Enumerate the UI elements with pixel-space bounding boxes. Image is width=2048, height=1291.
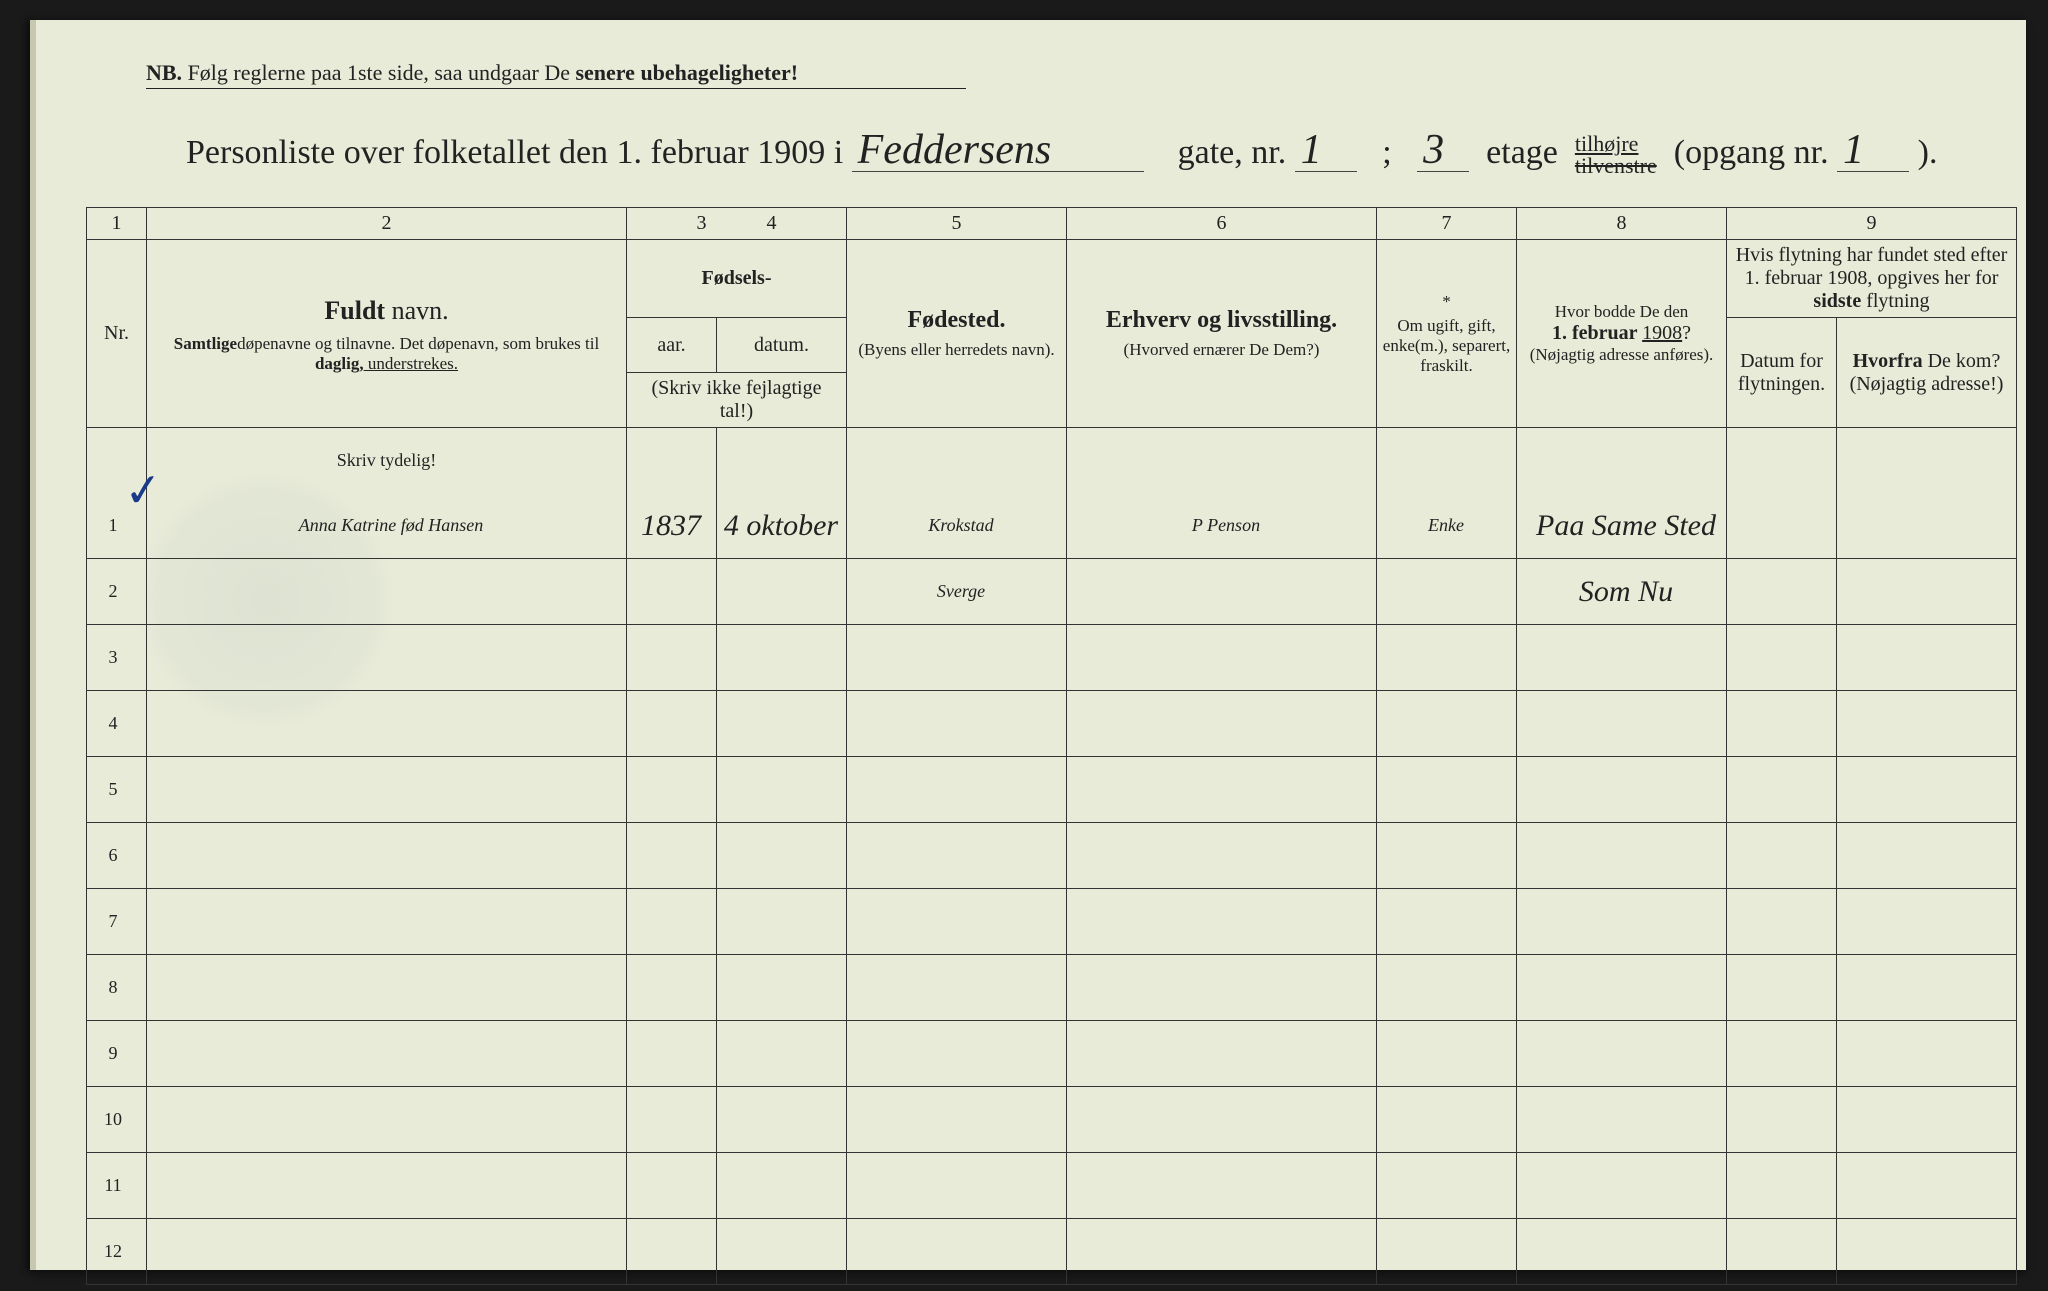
- table-row: 6: [87, 823, 2017, 889]
- cell-flyt-datum: [1727, 559, 1837, 625]
- page-content: NB. Følg reglerne paa 1ste side, saa und…: [76, 50, 1986, 1240]
- row-nr: 6: [87, 823, 147, 889]
- hdr-fodsels-sub: (Skriv ikke fejlagtige tal!): [627, 373, 847, 428]
- hdr-nr: Nr.: [87, 240, 147, 428]
- cell-1908: Som Nu: [1517, 559, 1727, 625]
- cell-navn: [147, 559, 627, 625]
- cell-fodested: Sverge: [847, 559, 1067, 625]
- table-row: 2 Sverge Som Nu: [87, 559, 2017, 625]
- table-row: 5: [87, 757, 2017, 823]
- form-title-line: Personliste over folketallet den 1. febr…: [186, 129, 1986, 177]
- hdr-fodsels: Fødsels-: [627, 240, 847, 318]
- hdr-datum-flyt: Datum for flyt­ningen.: [1727, 318, 1837, 428]
- hdr-aar: aar.: [627, 318, 717, 373]
- colnum-7: 7: [1377, 208, 1517, 240]
- table-body: Skriv tydelig! 1 Anna Katrine fød Hansen…: [87, 428, 2017, 1285]
- colnum-8: 8: [1517, 208, 1727, 240]
- cell-flyt-datum: [1727, 493, 1837, 559]
- colnum-5: 5: [847, 208, 1067, 240]
- colnum-1: 1: [87, 208, 147, 240]
- table-row: 10: [87, 1087, 2017, 1153]
- hdr-datum: datum.: [717, 318, 847, 373]
- opgang-nr-fill: 1: [1837, 129, 1909, 172]
- nb-notice: NB. Følg reglerne paa 1ste side, saa und…: [146, 60, 1986, 86]
- street-fill: Feddersens: [852, 129, 1144, 172]
- table-row: 4: [87, 691, 2017, 757]
- row-nr: 10: [87, 1087, 147, 1153]
- title-close: ).: [1918, 134, 1938, 171]
- nb-underline: [146, 88, 966, 89]
- cell-hvorfra: [1837, 493, 2017, 559]
- cell-1908: Paa Same Sted: [1517, 493, 1727, 559]
- hdr-1908: Hvor bodde De den 1. februar 1908? (Nøja…: [1517, 240, 1727, 428]
- cell-civil: Enke: [1377, 493, 1517, 559]
- gate-nr-fill: 1: [1295, 129, 1357, 172]
- cell-datum: 4 oktober: [717, 493, 847, 559]
- cell-erhverv: P Penson: [1067, 493, 1377, 559]
- opgang-label: (opgang nr.: [1674, 134, 1829, 171]
- table-row: 1 Anna Katrine fød Hansen 1837 4 oktober…: [87, 493, 2017, 559]
- table-row: 11: [87, 1153, 2017, 1219]
- title-semicolon: ;: [1382, 134, 1391, 171]
- header-row-main: Nr. Fuldt navn. Samtligedøpenavne og til…: [87, 240, 2017, 318]
- etage-nr-fill: 3: [1417, 129, 1469, 172]
- row-nr: 9: [87, 1021, 147, 1087]
- row-nr: 3: [87, 625, 147, 691]
- cell-aar: [627, 559, 717, 625]
- column-number-row: 1 2 3 4 5 6 7 8 9: [87, 208, 2017, 240]
- hdr-fodested: Fødested. (Byens eller herre­dets navn).: [847, 240, 1067, 428]
- row-nr: 8: [87, 955, 147, 1021]
- row-nr: 12: [87, 1219, 147, 1285]
- table-row: 3: [87, 625, 2017, 691]
- table-row: 8: [87, 955, 2017, 1021]
- cell-hvorfra: [1837, 559, 2017, 625]
- hdr-civil: * Om ugift, gift, enke(m.), separert, fr…: [1377, 240, 1517, 428]
- cell-civil: [1377, 559, 1517, 625]
- colnum-3-4: 3 4: [627, 208, 847, 240]
- colnum-6: 6: [1067, 208, 1377, 240]
- cell-navn: Anna Katrine fød Hansen: [147, 493, 627, 559]
- skriv-tydelig-row: Skriv tydelig!: [87, 428, 2017, 494]
- paper-sheet: NB. Følg reglerne paa 1ste side, saa und…: [30, 20, 2026, 1270]
- table-row: 7: [87, 889, 2017, 955]
- title-prefix: Personliste over folketallet den 1. febr…: [186, 134, 843, 171]
- table-header: 1 2 3 4 5 6 7 8 9 Nr. Fuldt navn. Samtli…: [87, 208, 2017, 428]
- cell-aar: 1837: [627, 493, 717, 559]
- nb-text-2: senere ubehageligheter!: [575, 60, 798, 85]
- row-nr: 4: [87, 691, 147, 757]
- hdr-fuldt-navn: Fuldt navn. Samtligedøpenavne og tilnavn…: [147, 240, 627, 428]
- row-nr: 5: [87, 757, 147, 823]
- hdr-hvorfra: Hvorfra De kom? (Nøjagtig adresse!): [1837, 318, 2017, 428]
- colnum-2: 2: [147, 208, 627, 240]
- table-row: 9: [87, 1021, 2017, 1087]
- nb-prefix: NB.: [146, 60, 182, 85]
- cell-datum: [717, 559, 847, 625]
- cell-fodested: Krokstad: [847, 493, 1067, 559]
- checkmark-icon: ✓: [122, 461, 165, 518]
- gate-label: gate, nr.: [1178, 134, 1287, 171]
- skriv-tydelig-label: Skriv tydelig!: [147, 428, 627, 494]
- row-nr: 11: [87, 1153, 147, 1219]
- cell-erhverv: [1067, 559, 1377, 625]
- hdr-erhverv: Erhverv og livsstilling. (Hvorved ernære…: [1067, 240, 1377, 428]
- census-table: 1 2 3 4 5 6 7 8 9 Nr. Fuldt navn. Samtli…: [86, 207, 2017, 1285]
- row-nr: 7: [87, 889, 147, 955]
- row-nr: 2: [87, 559, 147, 625]
- colnum-9: 9: [1727, 208, 2017, 240]
- table-row: 12: [87, 1219, 2017, 1285]
- tilvenstre-label: tilvenstre: [1575, 153, 1657, 178]
- hdr-flytning: Hvis flytning har fundet sted efter 1. f…: [1727, 240, 2017, 318]
- nb-text-1: Følg reglerne paa 1ste side, saa undgaar…: [188, 60, 576, 85]
- etage-label: etage: [1486, 134, 1558, 171]
